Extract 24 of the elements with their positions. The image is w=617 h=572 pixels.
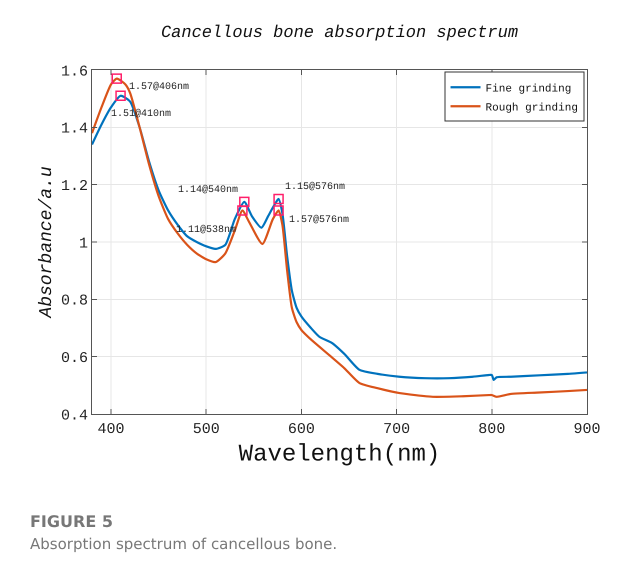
y-axis-title: Absorbance/a.u xyxy=(37,166,58,319)
legend-label: Rough grinding xyxy=(486,102,578,115)
text: Absorption spectrum of cancellous bone. xyxy=(30,535,338,553)
legend-label: Fine grinding xyxy=(486,84,572,96)
x-tick-label: 600 xyxy=(288,421,315,438)
x-tick-label: 700 xyxy=(383,421,410,438)
x-tick-label: 900 xyxy=(573,421,601,438)
y-tick-label: 1.6 xyxy=(60,63,88,80)
y-tick-label: 0.4 xyxy=(60,407,88,424)
x-tick-label: 800 xyxy=(478,421,506,438)
annotation: 1.14@540nm xyxy=(178,184,238,196)
caption: FIGURE 5 xyxy=(30,512,113,531)
annotation: 1.57@406nm xyxy=(129,81,190,93)
x-tick-label: 400 xyxy=(98,421,125,438)
annotation: 1.57@576nm xyxy=(289,214,350,226)
annotation: 1.15@576nm xyxy=(285,181,346,193)
y-tick-label: 0.8 xyxy=(60,292,88,310)
x-axis-title: Wavelength(nm) xyxy=(238,441,440,468)
y-tick-label: 1.2 xyxy=(60,178,88,195)
y-tick-label: 0.6 xyxy=(60,350,88,367)
chart-title: Cancellous bone absorption spectrum xyxy=(160,24,518,44)
y-tick-label: 1.4 xyxy=(60,120,88,138)
x-tick-label: 500 xyxy=(192,421,220,438)
y-tick-label: 1 xyxy=(78,235,88,252)
